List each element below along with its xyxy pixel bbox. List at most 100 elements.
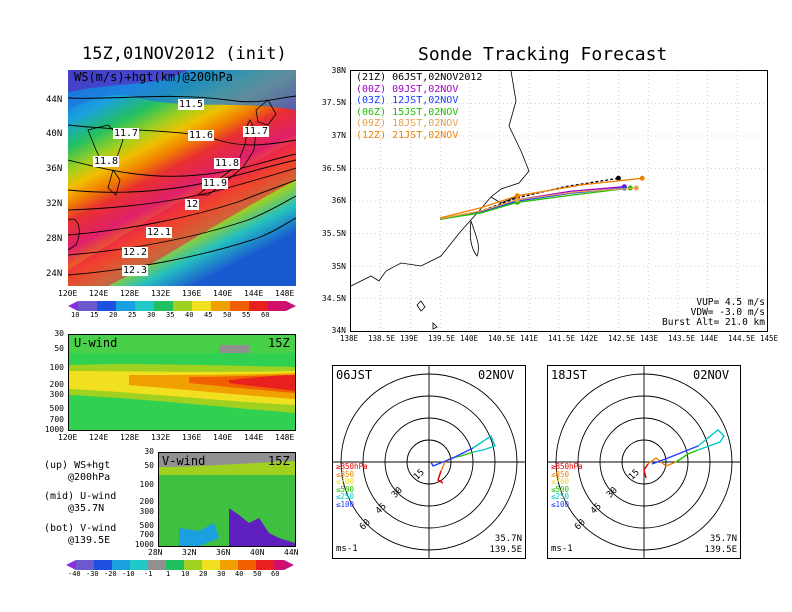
colorbar-tick: 10: [181, 570, 190, 578]
lat-tick: 36N: [216, 548, 231, 557]
hodograph-06jst: [332, 365, 526, 559]
legend-line: @139.5E: [68, 535, 111, 546]
lat-tick: 44N: [284, 548, 299, 557]
lon-ticks: 120E 124E 128E 132E 136E 140E 144E 148E: [58, 289, 308, 301]
vwind-lat-ticks: 28N 32N 36N 40N 44N: [148, 548, 308, 560]
sonde-info: VUP= 4.5 m/s VDW= -3.0 m/s Burst Alt= 21…: [640, 298, 765, 332]
lon-tick: 128E: [120, 289, 140, 298]
colorbar-tick: -30: [86, 570, 99, 578]
tracking-lon-ticks: 138E 138.5E 139E 139.5E 140E 140.5E 141E…: [340, 334, 780, 346]
p-tick: 50: [54, 344, 64, 353]
lon-tick: 144E: [700, 334, 719, 343]
contour-label: 11.8: [214, 158, 241, 169]
p-tick: 1000: [134, 540, 154, 549]
lon-tick: 144.5E: [728, 334, 756, 343]
lon-tick: 145E: [760, 334, 779, 343]
lon-tick: 141.5E: [548, 334, 576, 343]
level-item: ≥850hPa: [336, 462, 368, 471]
colorbar-tick: -40: [68, 570, 81, 578]
lon-tick: 142E: [580, 334, 599, 343]
legend-line: @200hPa: [68, 472, 111, 483]
lon-tick: 148E: [275, 289, 295, 298]
contour-label: 11.7: [113, 128, 140, 139]
level-item: ≤700: [551, 477, 570, 486]
colorbar-tick: 1: [166, 570, 171, 578]
run-legend-item: (21Z) 06JST,02NOV2012: [356, 72, 483, 83]
legend-line: (bot) V-wind: [44, 523, 117, 534]
contour-label: 11.9: [202, 178, 229, 189]
lat-tick: 34N: [331, 326, 346, 335]
run-legend-item: (12Z) 21JST,02NOV: [356, 129, 459, 141]
lat-tick: 40N: [250, 548, 265, 557]
uwind-crosssection: [68, 334, 296, 431]
lat-tick: 24N: [46, 269, 63, 279]
lat-tick: 28N: [148, 548, 163, 557]
lat-tick: 37N: [331, 131, 346, 140]
uwind-time: 15Z: [268, 336, 290, 350]
hodo2-date: 02NOV: [693, 368, 730, 382]
colorbar-tick: 30: [217, 570, 226, 578]
p-tick: 1000: [44, 425, 64, 434]
lat-tick: 28N: [46, 234, 63, 244]
colorbar-tick: -20: [104, 570, 117, 578]
contour-label: 11.6: [188, 130, 215, 141]
level-item: ≤850: [336, 469, 355, 479]
lon-tick: 124E: [89, 289, 109, 298]
run-legend-item: (06Z) 15JST,02NOV: [356, 106, 459, 118]
lon-tick: 139E: [400, 334, 419, 343]
run-legend-item: (03Z) 12JST,02NOV: [356, 95, 459, 106]
hodo1-date: 02NOV: [478, 368, 515, 382]
uwind-p-ticks: 30 50 100 200 300 500 700 1000: [30, 329, 66, 439]
hodo2-lat: 35.7N: [709, 534, 737, 544]
landing-point: [615, 175, 621, 181]
vwind-crosssection: [158, 452, 296, 547]
level-item: ≤100: [551, 499, 570, 509]
colorbar-tick: 40: [185, 311, 194, 319]
hodo2-time: 18JST: [551, 368, 588, 382]
tracking-lat-ticks: 38N 37.5N 37N 36.5N 36N 35.5N 35N 34.5N …: [318, 66, 348, 336]
level-item: ≤850: [551, 469, 570, 479]
colorbar-tick: 25: [128, 311, 137, 319]
colorbar-tick: 40: [235, 570, 244, 578]
vwind-time: 15Z: [268, 454, 290, 468]
colorbar-tick: 50: [253, 570, 262, 578]
p-tick: 700: [49, 415, 64, 424]
p-tick: 300: [139, 507, 154, 516]
run-legend-item: (00Z) 09JST,02NOV: [356, 83, 459, 95]
level-item: ≤100: [336, 499, 355, 509]
wind-colorbar-ticks: -40 -30 -20 -10 -1 1 10 20 30 40 50 60: [66, 570, 298, 580]
uwind-label: U-wind: [74, 336, 118, 350]
left-title: 15Z,01NOV2012 (init): [82, 44, 287, 64]
p-tick: 30: [144, 447, 154, 456]
legend-line: (mid) U-wind: [44, 491, 117, 502]
lat-tick: 34.5N: [321, 294, 346, 303]
p-tick: 100: [139, 480, 154, 489]
panel-legend: (up) WS+hgt @200hPa (mid) U-wind @35.7N …: [44, 460, 159, 550]
hodo2-unit: ms-1: [551, 544, 573, 554]
lon-tick: 142.5E: [608, 334, 636, 343]
level-item: ≤250: [551, 492, 570, 501]
level-item: ≤500: [551, 484, 570, 494]
lat-tick: 36.5N: [321, 164, 346, 173]
colorbar-tick: 55: [242, 311, 251, 319]
contour-label: 11.8: [93, 156, 120, 167]
landing-point: [639, 175, 645, 181]
lat-tick: 37.5N: [321, 98, 346, 107]
colorbar-tick: 50: [223, 311, 232, 319]
hodo1-unit: ms-1: [336, 544, 358, 554]
legend-line: @35.7N: [68, 503, 105, 514]
tracking-map: [350, 70, 768, 332]
burst-altitude: Burst Alt= 21.0 km: [662, 317, 765, 328]
colorbar-tick: 35: [166, 311, 175, 319]
lon-tick: 143.5E: [668, 334, 696, 343]
p-tick: 500: [139, 521, 154, 530]
p-tick: 700: [139, 530, 154, 539]
lon-tick: 144E: [244, 289, 264, 298]
lon-tick: 148E: [275, 433, 295, 442]
run-legend: (21Z) 06JST,02NOV2012 (00Z) 09JST,02NOV …: [356, 72, 556, 152]
run-legend-item: (09Z) 18JST,02NOV: [356, 118, 459, 129]
lat-tick: 32N: [182, 548, 197, 557]
vwind-label: V-wind: [162, 454, 206, 468]
colorbar-tick: 60: [261, 311, 270, 319]
hodograph-18jst: [547, 365, 741, 559]
